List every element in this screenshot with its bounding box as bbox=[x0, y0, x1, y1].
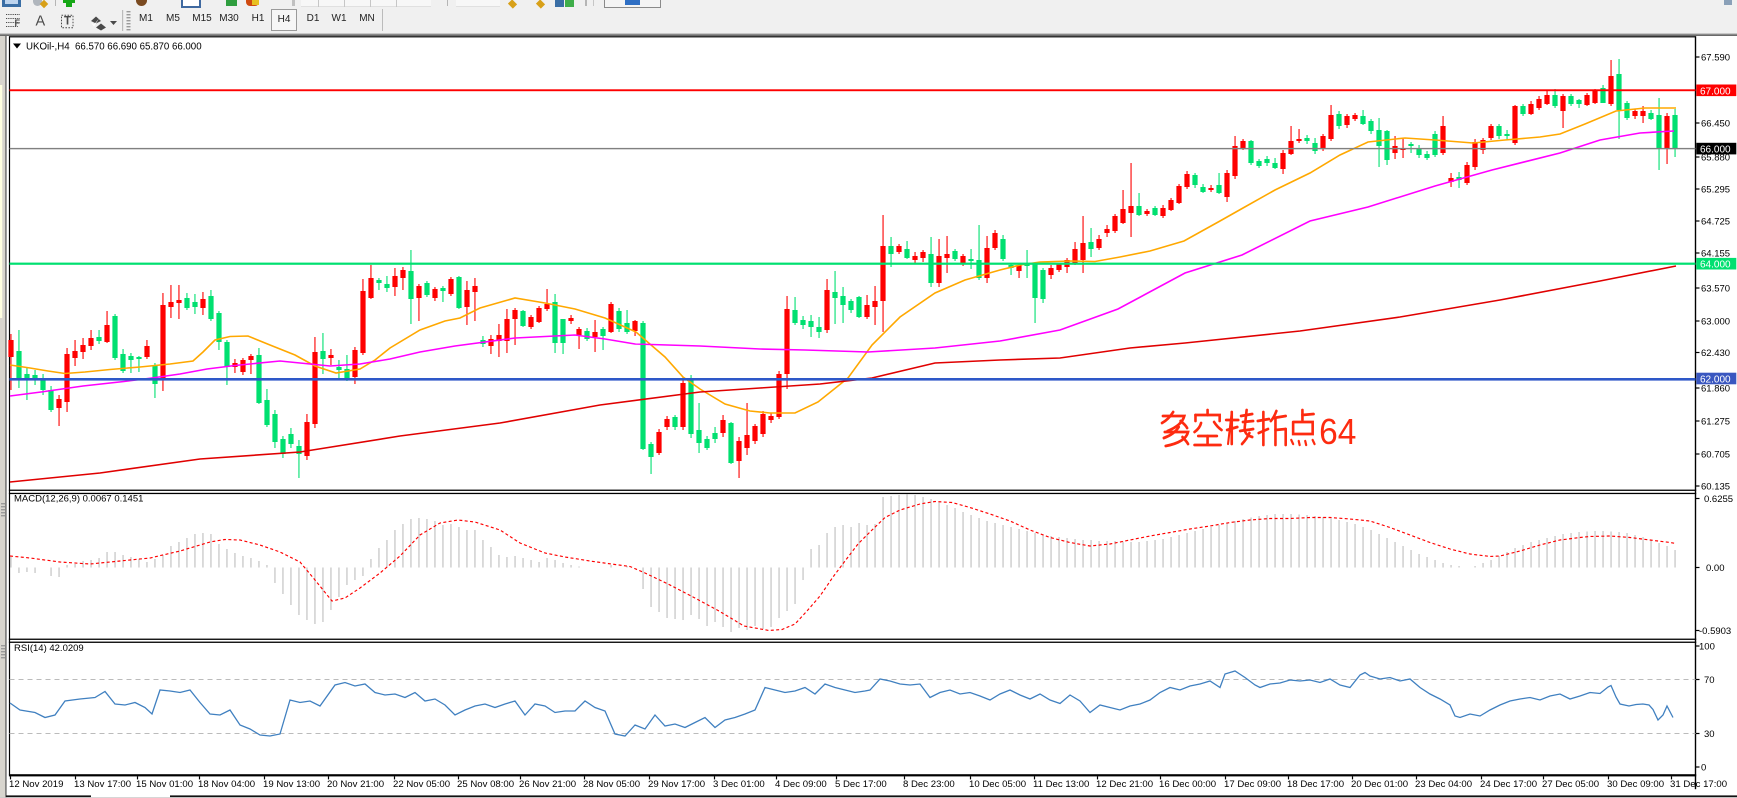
svg-text:5 Dec 17:00: 5 Dec 17:00 bbox=[835, 779, 887, 790]
svg-text:4 Dec 09:00: 4 Dec 09:00 bbox=[775, 779, 827, 790]
svg-text:30: 30 bbox=[1704, 729, 1715, 740]
svg-text:11 Dec 13:00: 11 Dec 13:00 bbox=[1033, 779, 1089, 790]
svg-text:65.295: 65.295 bbox=[1701, 185, 1730, 196]
svg-text:60.135: 60.135 bbox=[1701, 482, 1730, 493]
svg-text:8 Dec 23:00: 8 Dec 23:00 bbox=[903, 779, 955, 790]
svg-text:24 Dec 17:00: 24 Dec 17:00 bbox=[1480, 779, 1537, 790]
svg-text:67.000: 67.000 bbox=[1700, 86, 1731, 97]
svg-text:64.155: 64.155 bbox=[1701, 249, 1730, 260]
svg-text:23 Dec 04:00: 23 Dec 04:00 bbox=[1415, 779, 1472, 790]
svg-text:12 Dec 21:00: 12 Dec 21:00 bbox=[1096, 779, 1153, 790]
svg-text:29 Nov 17:00: 29 Nov 17:00 bbox=[648, 779, 705, 790]
svg-text:100: 100 bbox=[1699, 642, 1715, 653]
svg-text:65.880: 65.880 bbox=[1701, 153, 1730, 164]
svg-text:-0.5903: -0.5903 bbox=[1699, 626, 1731, 637]
svg-text:MACD(12,26,9) 0.0067 0.1451: MACD(12,26,9) 0.0067 0.1451 bbox=[14, 494, 143, 505]
svg-text:66.450: 66.450 bbox=[1701, 119, 1730, 130]
svg-text:60.705: 60.705 bbox=[1701, 450, 1730, 461]
svg-text:0.6255: 0.6255 bbox=[1704, 494, 1733, 505]
svg-text:20 Dec 01:00: 20 Dec 01:00 bbox=[1351, 779, 1408, 790]
svg-text:18 Dec 17:00: 18 Dec 17:00 bbox=[1287, 779, 1344, 790]
svg-text:0: 0 bbox=[1701, 763, 1706, 774]
svg-text:27 Dec 05:00: 27 Dec 05:00 bbox=[1542, 779, 1599, 790]
svg-text:63.000: 63.000 bbox=[1701, 317, 1730, 328]
svg-text:16 Dec 00:00: 16 Dec 00:00 bbox=[1159, 779, 1216, 790]
svg-text:30 Dec 09:00: 30 Dec 09:00 bbox=[1607, 779, 1664, 790]
svg-text:20 Nov 21:00: 20 Nov 21:00 bbox=[327, 779, 384, 790]
svg-text:66.000: 66.000 bbox=[1700, 145, 1731, 156]
svg-text:15 Nov 01:00: 15 Nov 01:00 bbox=[136, 779, 193, 790]
svg-text:64: 64 bbox=[1319, 413, 1356, 452]
svg-text:18 Nov 04:00: 18 Nov 04:00 bbox=[198, 779, 255, 790]
svg-text:64.000: 64.000 bbox=[1700, 260, 1731, 271]
svg-text:70: 70 bbox=[1704, 675, 1715, 686]
svg-text:26 Nov 21:00: 26 Nov 21:00 bbox=[519, 779, 576, 790]
svg-text:RSI(14) 42.0209: RSI(14) 42.0209 bbox=[14, 643, 84, 654]
svg-text:UKOil-,H4 66.570 66.690 65.87: UKOil-,H4 66.570 66.690 65.870 66.000 bbox=[26, 42, 202, 53]
svg-text:22 Nov 05:00: 22 Nov 05:00 bbox=[393, 779, 450, 790]
svg-text:61.275: 61.275 bbox=[1701, 417, 1730, 428]
svg-text:62.000: 62.000 bbox=[1700, 375, 1731, 386]
svg-text:64.725: 64.725 bbox=[1701, 217, 1730, 228]
svg-text:A: A bbox=[36, 14, 46, 30]
svg-text:67.590: 67.590 bbox=[1701, 53, 1730, 64]
svg-text:3 Dec 01:00: 3 Dec 01:00 bbox=[713, 779, 765, 790]
svg-text:28 Nov 05:00: 28 Nov 05:00 bbox=[583, 779, 640, 790]
svg-text:T: T bbox=[64, 16, 71, 28]
svg-text:12 Nov 2019: 12 Nov 2019 bbox=[9, 779, 63, 790]
svg-text:61.860: 61.860 bbox=[1701, 384, 1730, 395]
svg-text:17 Dec 09:00: 17 Dec 09:00 bbox=[1224, 779, 1281, 790]
svg-text:F: F bbox=[15, 18, 21, 28]
svg-text:0.00: 0.00 bbox=[1706, 563, 1725, 574]
svg-text:10 Dec 05:00: 10 Dec 05:00 bbox=[969, 779, 1026, 790]
svg-text:63.570: 63.570 bbox=[1701, 284, 1730, 295]
svg-text:62.430: 62.430 bbox=[1701, 348, 1730, 359]
svg-text:25 Nov 08:00: 25 Nov 08:00 bbox=[457, 779, 514, 790]
svg-text:19 Nov 13:00: 19 Nov 13:00 bbox=[263, 779, 320, 790]
svg-text:13 Nov 17:00: 13 Nov 17:00 bbox=[74, 779, 131, 790]
svg-text:31 Dec 17:00: 31 Dec 17:00 bbox=[1670, 779, 1727, 790]
